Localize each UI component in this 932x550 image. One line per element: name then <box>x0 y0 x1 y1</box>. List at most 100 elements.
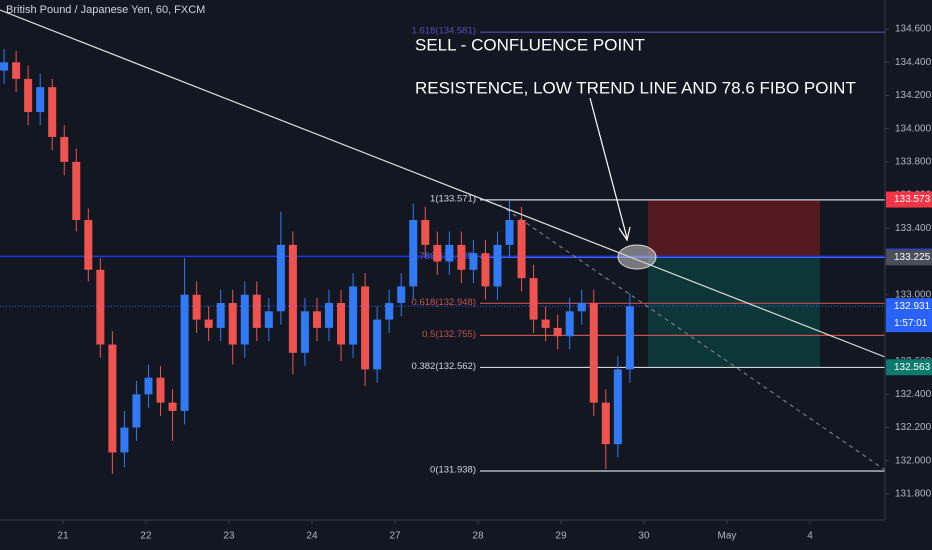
x-tick-label: 21 <box>57 531 69 542</box>
candle-body <box>24 78 33 113</box>
price-tag-label: 133.225 <box>894 252 931 263</box>
arrow-head <box>618 226 631 242</box>
candle-body <box>84 219 93 270</box>
fib-label: 0.382(132.562) <box>412 361 476 372</box>
price-tag-label: 132.931 <box>894 301 931 312</box>
price-tag-label: 132.563 <box>894 362 931 373</box>
y-tick-label: 133.400 <box>895 223 932 234</box>
candle-body <box>60 136 69 162</box>
candle-body <box>120 427 129 453</box>
candle-body <box>397 286 406 304</box>
candle-body <box>433 244 442 262</box>
candle-body <box>168 402 177 411</box>
trend-line <box>0 9 886 358</box>
x-tick-label: 4 <box>807 531 813 542</box>
candle-body <box>72 161 81 220</box>
x-tick-label: 30 <box>638 531 650 542</box>
candle-body <box>589 303 598 403</box>
fib-label: 0.618(132.948) <box>412 297 476 308</box>
candle-body <box>12 62 21 79</box>
candle-body <box>156 377 165 403</box>
dashed-projection <box>499 204 886 471</box>
y-tick-label: 134.400 <box>895 57 932 68</box>
candle-body <box>96 269 105 345</box>
overlays: SELL - CONFLUENCE POINT RESISTENCE, LOW … <box>0 4 886 471</box>
candle-body <box>240 294 249 345</box>
confluence-ellipse <box>617 244 657 270</box>
fib-label: 0(131.938) <box>430 465 476 476</box>
candles <box>0 48 634 475</box>
candle-body <box>349 286 358 345</box>
candle-body <box>445 244 454 262</box>
candle-body <box>553 327 562 337</box>
fib-label: 1(133.571) <box>430 193 476 204</box>
x-tick-label: 29 <box>555 531 567 542</box>
fib-label: 1.618(134.581) <box>412 26 476 37</box>
candle-body <box>625 306 634 370</box>
candle-body <box>469 253 478 270</box>
candle-body <box>541 319 550 328</box>
candle-body <box>373 319 382 370</box>
fib-label: 0.5(132.755) <box>422 329 476 340</box>
candle-body <box>613 369 622 445</box>
candle-body <box>421 219 430 245</box>
candle-body <box>36 87 45 113</box>
candle-body <box>276 244 285 312</box>
candle-body <box>204 319 213 328</box>
candle-body <box>517 219 526 279</box>
annotation: RESISTENCE, LOW TREND LINE AND 78.6 FIBO… <box>415 78 856 97</box>
y-tick-label: 134.000 <box>895 123 932 134</box>
stop-zone <box>648 199 820 257</box>
arrow <box>589 97 628 239</box>
x-tick-label: 28 <box>472 531 484 542</box>
target-zone <box>648 256 820 368</box>
x-tick-label: 27 <box>389 531 401 542</box>
candle-body <box>216 303 225 328</box>
candle-body <box>493 244 502 287</box>
candle-body <box>361 286 370 370</box>
candle-body <box>132 394 141 428</box>
candle-body <box>264 311 273 328</box>
price-axis <box>885 0 932 550</box>
y-tick-label: 133.000 <box>895 289 932 300</box>
candle-body <box>337 303 346 345</box>
candle-body <box>505 219 514 245</box>
candle-body <box>312 311 321 328</box>
price-tag <box>886 298 932 333</box>
candle-body <box>192 294 201 320</box>
candle-body <box>409 219 418 287</box>
countdown: 1:57:01 <box>894 318 928 329</box>
candle-body <box>252 294 261 328</box>
price-tag <box>886 249 932 266</box>
candle-body <box>48 87 57 137</box>
chart-title: British Pound / Japanese Yen, 60, FXCM <box>6 4 205 16</box>
y-tick-label: 134.200 <box>895 90 932 101</box>
y-tick-label: 133.800 <box>895 157 932 168</box>
y-tick-label: 132.200 <box>895 422 932 433</box>
y-tick-label: 132.000 <box>895 455 932 466</box>
x-tick-label: 24 <box>306 531 318 542</box>
candle-body <box>457 244 466 270</box>
y-tick-label: 134.600 <box>895 24 932 35</box>
candle-body <box>108 344 117 453</box>
y-tick-label: 132.400 <box>895 389 932 400</box>
y-tick-label: 131.800 <box>895 489 932 500</box>
candle-body <box>385 303 394 320</box>
time-axis <box>0 520 932 550</box>
candle-body <box>577 303 586 312</box>
x-tick-label: May <box>718 531 737 542</box>
candle-body <box>529 278 538 320</box>
price-tag <box>886 359 932 376</box>
candle-body <box>481 253 490 287</box>
candle-body <box>180 294 189 411</box>
candle-body <box>144 377 153 395</box>
annotation: SELL - CONFLUENCE POINT <box>415 35 645 54</box>
candle-body <box>228 303 237 345</box>
candle-body <box>288 244 297 353</box>
candle-body <box>565 311 574 337</box>
candle-body <box>300 311 309 353</box>
x-tick-label: 22 <box>140 531 152 542</box>
price-tag <box>886 191 932 208</box>
